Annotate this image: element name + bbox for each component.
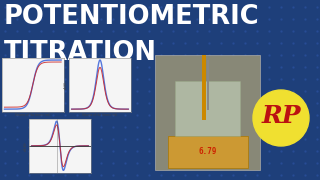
Text: 6.79: 6.79 xyxy=(199,147,217,156)
Bar xyxy=(207,60,209,110)
Circle shape xyxy=(253,90,309,146)
Text: RP: RP xyxy=(261,104,301,128)
Bar xyxy=(155,55,260,170)
X-axis label: Volume of the titrant (ml): Volume of the titrant (ml) xyxy=(15,113,51,117)
Text: TITRATION: TITRATION xyxy=(4,40,157,66)
Bar xyxy=(168,136,248,168)
Text: POTENTIOMETRIC: POTENTIOMETRIC xyxy=(4,4,260,30)
X-axis label: Volume of the titrant (ml): Volume of the titrant (ml) xyxy=(82,113,118,117)
Y-axis label: Potential (E) in mV: Potential (E) in mV xyxy=(0,72,1,98)
Y-axis label: d²E/dV²: d²E/dV² xyxy=(24,141,28,151)
Y-axis label: dE/dV: dE/dV xyxy=(64,81,68,89)
Bar xyxy=(175,81,240,136)
Bar xyxy=(202,55,206,120)
